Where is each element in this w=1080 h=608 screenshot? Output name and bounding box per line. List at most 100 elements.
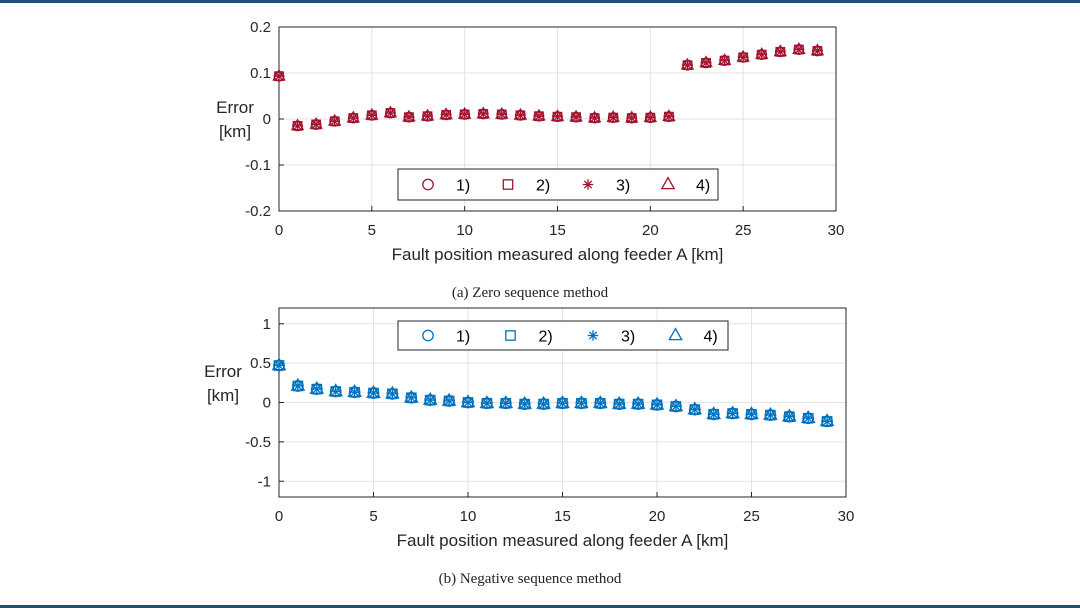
x-tick-label: 10 (460, 508, 477, 525)
y-axis-label: [km] (219, 122, 251, 141)
marker-triangle (536, 395, 551, 409)
marker-triangle (476, 106, 490, 119)
x-tick-label: 25 (743, 508, 760, 525)
marker-triangle (439, 107, 453, 120)
marker-triangle (441, 392, 457, 406)
marker-triangle (680, 57, 695, 70)
marker-triangle (668, 398, 684, 412)
marker-circle (422, 329, 434, 342)
marker-triangle (662, 109, 676, 122)
marker-triangle (699, 55, 713, 68)
y-tick-label: -1 (258, 473, 271, 490)
y-tick-label: -0.2 (245, 203, 271, 220)
marker-triangle (643, 110, 658, 123)
legend-label: 2) (539, 329, 553, 346)
legend-box (397, 168, 719, 201)
legend-label: 2) (536, 178, 550, 195)
marker-triangle (422, 391, 438, 405)
x-tick-label: 5 (368, 222, 376, 239)
y-axis-label: Error (204, 362, 242, 381)
marker-triangle (630, 395, 646, 409)
marker-triangle (687, 401, 703, 415)
marker-triangle (744, 406, 759, 420)
marker-triangle (366, 384, 381, 398)
x-tick-label: 20 (649, 508, 666, 525)
x-tick-label: 15 (554, 508, 571, 525)
marker-triangle (495, 106, 509, 119)
marker-triangle (290, 377, 306, 391)
marker-triangle (272, 68, 286, 81)
x-tick-label: 30 (838, 508, 855, 525)
marker-triangle (569, 109, 583, 122)
marker-triangle (346, 110, 361, 123)
legend-label: 1) (456, 178, 470, 195)
marker-square (502, 179, 514, 190)
y-tick-label: 0.1 (250, 65, 271, 82)
caption-negative-sequence: (b) Negative sequence method (439, 571, 622, 587)
legend-label: 4) (696, 178, 710, 195)
marker-triangle (819, 413, 835, 427)
marker-triangle (404, 389, 419, 403)
marker-triangle (457, 106, 472, 119)
marker-triangle (763, 406, 778, 420)
series-triangle (271, 357, 835, 427)
marker-asterisk-stroke (583, 180, 593, 189)
legend-label: 3) (616, 178, 630, 195)
marker-triangle (792, 41, 806, 54)
marker-triangle (385, 385, 400, 399)
legend: 1) 2) 3) 4) (397, 168, 719, 201)
marker-triangle (574, 395, 589, 409)
marker-triangle (810, 43, 825, 56)
legend-label: 4) (704, 329, 718, 346)
y-axis-label: Error (216, 98, 254, 117)
x-tick-label: 25 (735, 222, 752, 239)
legend: 1) 2) 3) 4) (397, 320, 729, 351)
marker-triangle (271, 357, 287, 371)
marker-triangle (309, 380, 325, 394)
marker-triangle (532, 108, 546, 121)
marker-triangle (611, 395, 627, 409)
x-tick-label: 15 (549, 222, 566, 239)
marker-triangle (383, 105, 398, 118)
marker-triangle (625, 110, 639, 123)
y-tick-label: 0.2 (250, 19, 271, 36)
marker-triangle (328, 383, 343, 397)
marker-triangle (717, 53, 732, 65)
caption-zero-sequence: (a) Zero sequence method (452, 285, 609, 301)
marker-triangle (782, 408, 797, 422)
marker-triangle (668, 327, 683, 341)
marker-triangle (587, 110, 602, 123)
marker-triangle (498, 395, 514, 409)
x-tick-label: 20 (642, 222, 659, 239)
marker-triangle (649, 396, 665, 410)
marker-triangle (290, 118, 305, 131)
y-tick-label: 0 (263, 395, 271, 412)
marker-triangle (725, 405, 740, 419)
marker-square (505, 330, 516, 341)
y-axis-label: [km] (207, 386, 239, 405)
marker-triangle (479, 395, 495, 409)
marker-asterisk-stroke (588, 331, 598, 340)
marker-triangle (800, 410, 816, 424)
marker-triangle (513, 107, 528, 120)
marker-triangle (550, 109, 565, 122)
x-axis-label: Fault position measured along feeder A [… (392, 245, 724, 264)
legend-label: 3) (621, 329, 635, 346)
x-tick-label: 30 (828, 222, 845, 239)
series-triangle (272, 41, 825, 131)
y-tick-label: 0.5 (250, 355, 271, 372)
marker-triangle (555, 395, 570, 409)
y-tick-label: 0 (263, 111, 271, 128)
legend-label: 1) (456, 329, 470, 346)
marker-circle (422, 178, 434, 191)
marker-triangle (773, 44, 788, 57)
chart-zero-sequence: 0 5 10 15 20 25 30 -0.2 -0.1 0 0.1 0.2 Fault positio… (216, 19, 844, 264)
chart-negative-sequence: 0 5 10 15 20 25 30 -1 -0.5 0 0.5 1 Fault position me… (204, 307, 855, 550)
marker-triangle (460, 394, 476, 408)
x-tick-label: 5 (369, 508, 377, 525)
marker-triangle (327, 113, 342, 126)
marker-triangle (309, 116, 323, 129)
y-tick-label: -0.5 (245, 434, 271, 451)
marker-triangle (606, 110, 620, 123)
